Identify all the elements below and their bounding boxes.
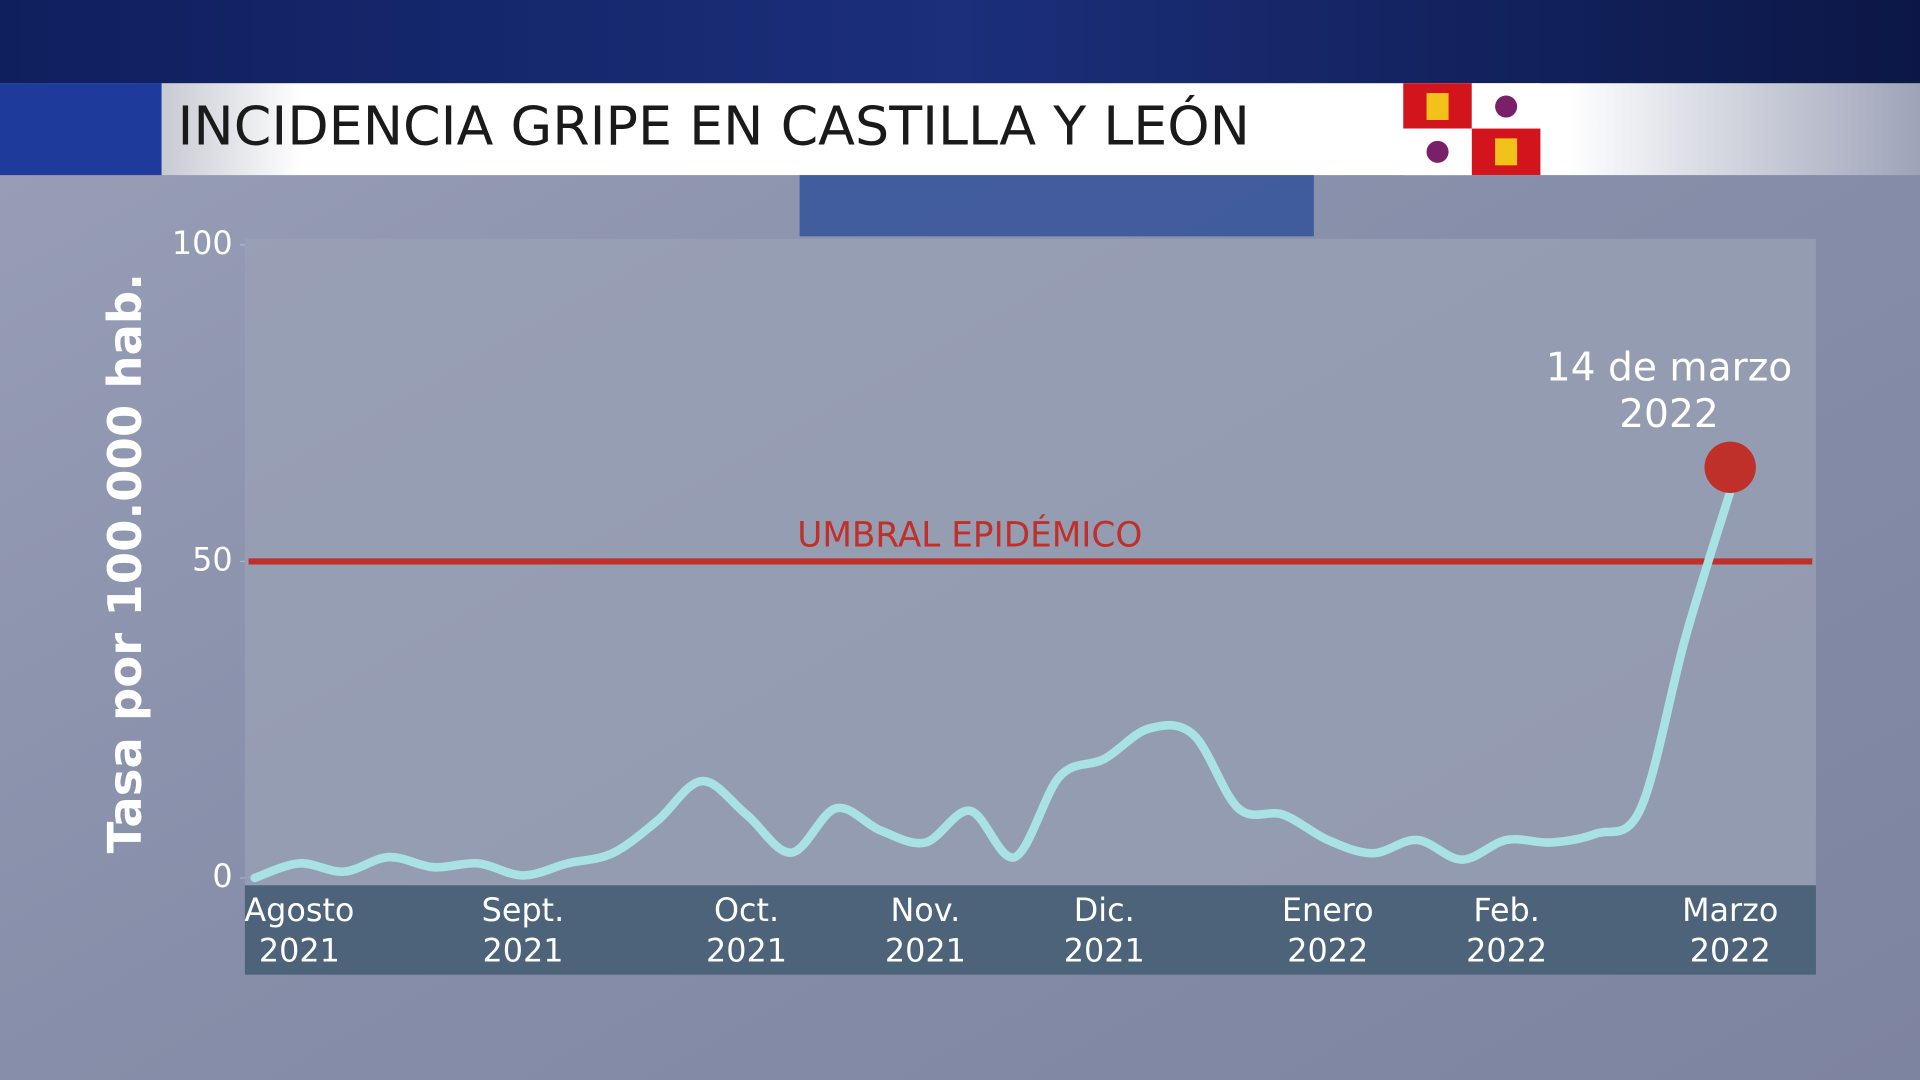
x-tick-label: Nov. 2021 <box>885 891 966 969</box>
title-block <box>0 83 162 176</box>
x-tick-label: Agosto 2021 <box>244 891 354 969</box>
background-sign <box>799 175 1314 237</box>
x-tick-label: Feb. 2022 <box>1466 891 1547 969</box>
series-line <box>250 487 1735 883</box>
x-tick-label: Dic. 2021 <box>1064 891 1145 969</box>
annotation-dot <box>1704 441 1756 494</box>
x-tick-label: Marzo 2022 <box>1682 891 1778 969</box>
y-tick-label: 50 <box>192 540 233 578</box>
annotation-label: 2022 <box>1619 392 1719 437</box>
y-axis-label: Tasa por 100.000 hab. <box>98 273 152 853</box>
x-axis-band <box>244 885 1816 975</box>
flag <box>1403 83 1541 176</box>
top-bar <box>0 0 1920 84</box>
title-strip <box>161 83 1920 176</box>
y-tick-label: 0 <box>212 857 232 895</box>
chart-title: INCIDENCIA GRIPE EN CASTILLA Y LEÓN <box>178 94 1250 157</box>
x-tick-label: Enero 2022 <box>1282 891 1374 969</box>
x-tick-label: Sept. 2021 <box>482 891 565 969</box>
annotation-label: 14 de marzo <box>1546 345 1793 390</box>
x-tick-label: Oct. 2021 <box>706 891 787 969</box>
threshold-label: UMBRAL EPIDÉMICO <box>797 514 1142 555</box>
y-tick-label: 100 <box>172 224 233 262</box>
